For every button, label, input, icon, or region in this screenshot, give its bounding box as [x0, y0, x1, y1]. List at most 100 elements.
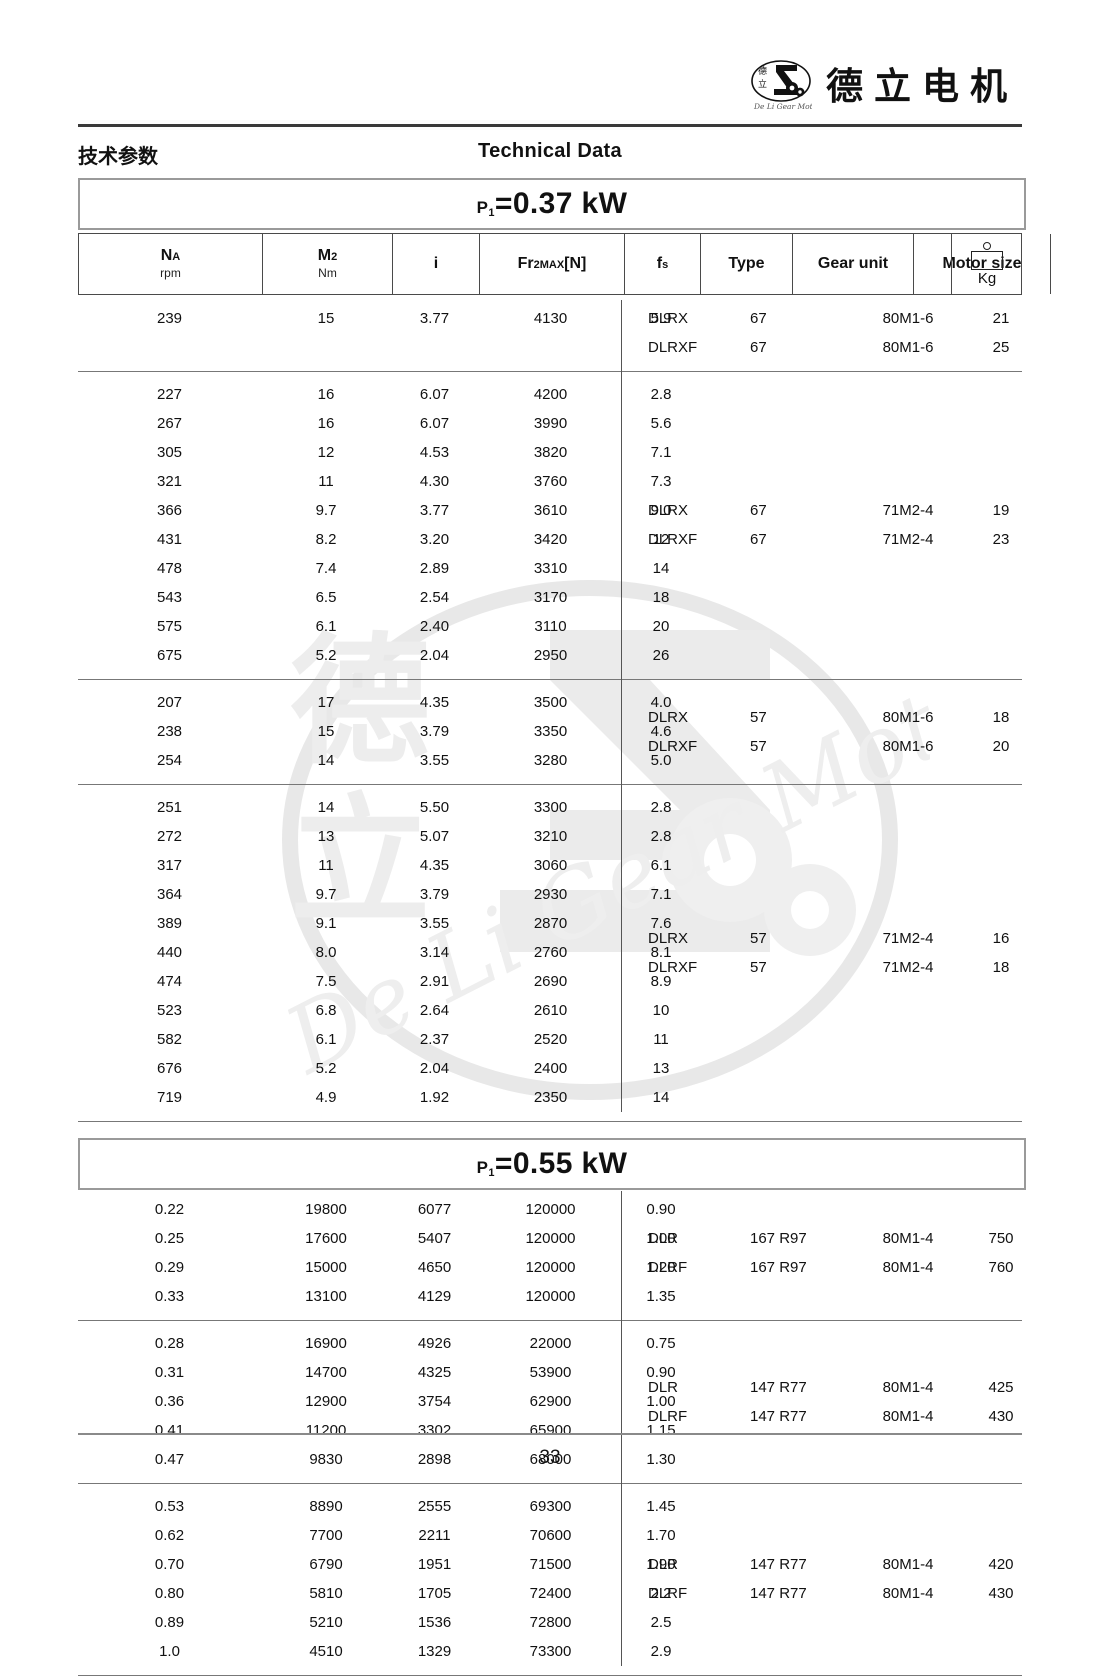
cell-fs: 2.5	[650, 1614, 672, 1631]
cell-na: 207	[156, 694, 183, 711]
cell-na: 321	[156, 473, 183, 490]
cell-na: 305	[156, 444, 183, 461]
cell-fs: 7.1	[650, 444, 672, 461]
cell-fr2max: 3990	[533, 415, 568, 432]
variant-row: DLRXF 67 80M1-6 25	[78, 333, 1022, 362]
cell-na: 0.28	[154, 1335, 185, 1352]
cell-i: 2898	[417, 1451, 452, 1468]
table-row: 523 6.8 2.64 2610 10	[78, 996, 1022, 1025]
cell-m2: 6.5	[315, 589, 337, 606]
cell-i: 3754	[417, 1393, 452, 1410]
cell-fs: 5.6	[650, 415, 672, 432]
table-row: 0.28 16900 4926 22000 0.75	[78, 1329, 1022, 1358]
cell-weight: 19	[992, 502, 1010, 519]
cell-m2: 17600	[305, 1230, 347, 1247]
page-title: 技术参数 Technical Data	[78, 140, 1022, 174]
cell-na: 254	[156, 752, 183, 769]
cell-fr2max: 73300	[529, 1643, 572, 1660]
variant-row: DLRX 67 80M1-6 21	[78, 304, 1022, 333]
m2-main: M	[317, 247, 332, 264]
cell-na: 389	[156, 915, 183, 932]
cell-fs: 1.70	[646, 1527, 676, 1544]
table-row: 0.22 19800 6077 120000 0.90	[78, 1195, 1022, 1224]
cell-fr2max: 69300	[529, 1498, 572, 1515]
cell-fr2max: 70600	[529, 1527, 572, 1544]
table-row: 317 11 4.35 3060 6.1	[78, 851, 1022, 880]
fs-sub: s	[662, 258, 669, 271]
cell-fr2max: 3210	[533, 828, 568, 845]
table-header: NA rpm M2 Nm i Fr2MAX[N] fs Type Gear un…	[78, 233, 1051, 295]
table-row: 0.47 9830 2898 68000 1.30	[78, 1445, 1022, 1474]
table-row: 0.62 7700 2211 70600 1.70	[78, 1521, 1022, 1550]
cell-fs: 1.30	[646, 1451, 676, 1468]
cell-fs: 14	[652, 1089, 670, 1106]
cell-type: DLRX	[648, 502, 689, 519]
cell-gear-unit: 147 R77	[750, 1378, 807, 1396]
cell-m2: 15	[317, 310, 335, 327]
fs-main: f	[656, 254, 663, 272]
svg-text:De Li Gear Motor: De Li Gear Motor	[753, 102, 812, 111]
cell-i: 5.07	[419, 828, 450, 845]
cell-i: 2.89	[419, 560, 450, 577]
cell-fr2max: 3760	[533, 473, 568, 490]
cell-i: 4650	[417, 1259, 452, 1276]
cell-gear-unit: 67	[750, 531, 767, 548]
cell-i: 5.50	[419, 799, 450, 816]
fr-sub: 2MAX	[533, 258, 565, 271]
cell-na: 440	[156, 944, 183, 961]
cell-fs: 7.1	[650, 886, 672, 903]
variant-row: DLRXF 57 71M2-4 18	[78, 953, 1022, 982]
table-row: 676 5.2 2.04 2400 13	[78, 1054, 1022, 1083]
variant-row: DLR 167 R97 80M1-4 750	[78, 1224, 1022, 1253]
cell-i: 4325	[417, 1364, 452, 1381]
table-row: 0.36 12900 3754 62900 1.00	[78, 1387, 1022, 1416]
cell-i: 4.53	[419, 444, 450, 461]
column-header-fr2max: Fr2MAX[N]	[479, 234, 624, 294]
cell-fr2max: 3060	[533, 857, 568, 874]
cell-fs: 1.00	[646, 1393, 676, 1410]
table-row: 305 12 4.53 3820 7.1	[78, 438, 1022, 467]
cell-fs: 6.1	[650, 857, 672, 874]
power-sub: 1	[488, 1167, 495, 1179]
cell-m2: 8890	[309, 1498, 343, 1515]
cell-na: 0.29	[154, 1259, 185, 1276]
cell-fr2max: 4200	[533, 386, 568, 403]
cell-fs: 0.75	[646, 1335, 676, 1352]
cell-na: 523	[156, 1002, 183, 1019]
cell-m2: 14700	[305, 1364, 347, 1381]
cell-m2: 6.8	[315, 1002, 337, 1019]
cell-i: 2.04	[419, 1060, 450, 1077]
cell-m2: 12	[317, 444, 335, 461]
power-value: =0.55 kW	[494, 1147, 628, 1180]
cell-weight: 20	[992, 737, 1010, 755]
cell-na: 1.0	[159, 1643, 180, 1660]
table-row: 0.31 14700 4325 53900 0.90	[78, 1358, 1022, 1387]
cell-fs: 11	[653, 1031, 669, 1048]
cell-na: 267	[156, 415, 183, 432]
cell-m2: 13100	[305, 1288, 347, 1305]
column-header-fs: fs	[624, 234, 700, 294]
company-name-cn: 德立电机	[826, 63, 1018, 108]
fr-main: Fr	[517, 254, 534, 272]
power-sub-1: 1	[488, 207, 495, 219]
table-row: 0.89 5210 1536 72800 2.5	[78, 1608, 1022, 1637]
cell-weight: 18	[992, 958, 1010, 976]
cell-fs: 2.8	[650, 828, 672, 845]
cell-weight: 21	[992, 310, 1010, 327]
table-row: 0.33 13100 4129 120000 1.35	[78, 1282, 1022, 1311]
cell-fr2max: 2520	[533, 1031, 568, 1048]
cell-weight: 420	[988, 1556, 1014, 1573]
m2-sub: 2	[331, 251, 338, 263]
cell-m2: 5.2	[315, 647, 337, 664]
cell-fr2max: 72800	[529, 1614, 572, 1631]
cell-fr2max: 3820	[533, 444, 568, 461]
cell-na: 317	[156, 857, 183, 874]
cell-weight: 16	[992, 929, 1010, 947]
cell-weight: 760	[988, 1259, 1014, 1276]
cell-i: 3.79	[419, 886, 450, 903]
table-row: 0.29 15000 4650 120000 1.20	[78, 1253, 1022, 1282]
cell-i: 1.92	[419, 1089, 450, 1106]
table-row: 719 4.9 1.92 2350 14	[78, 1083, 1022, 1112]
i-main: i	[433, 254, 439, 272]
cell-na: 0.53	[154, 1498, 185, 1515]
